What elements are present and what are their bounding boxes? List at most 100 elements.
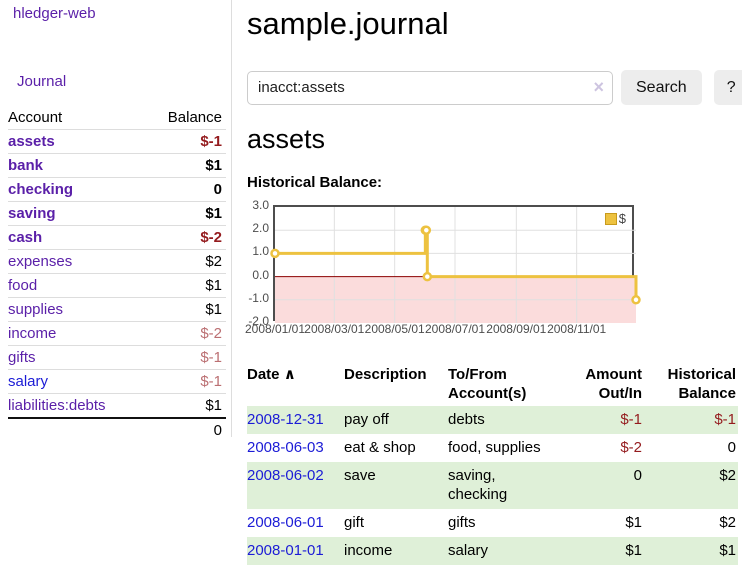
account-link[interactable]: income (8, 325, 57, 342)
journal-table: Date ∧ Description To/From Account(s) Am… (247, 363, 738, 565)
account-row: assets $-1 (8, 129, 226, 154)
transaction-amount: $-2 (620, 439, 642, 456)
brand-link[interactable]: hledger-web (13, 5, 96, 22)
account-balance: $-2 (144, 225, 226, 250)
sidebar: hledger-web Journal Account Balance asse… (0, 0, 232, 442)
account-link[interactable]: liabilities:debts (8, 397, 106, 414)
column-header-accounts: To/From Account(s) (448, 366, 527, 402)
column-header-description: Description (344, 366, 427, 383)
account-link[interactable]: gifts (8, 349, 36, 366)
chart-legend: $ (602, 210, 628, 227)
accounts-header-balance: Balance (167, 109, 222, 126)
account-balance: $2 (144, 249, 226, 274)
account-link[interactable]: supplies (8, 301, 64, 318)
account-link[interactable]: salary (8, 373, 49, 390)
column-header-date[interactable]: Date ∧ (247, 366, 296, 383)
legend-label: $ (618, 211, 626, 226)
main-content: sample.journal × Search ? assets Histori… (245, 0, 742, 565)
x-axis-tick-label: 2008/11/01 (547, 322, 607, 336)
transaction-date-link[interactable]: 2008-06-02 (247, 467, 324, 484)
search-form: × Search ? (247, 70, 742, 105)
page-title: sample.journal (247, 6, 449, 41)
transaction-description: eat & shop (344, 439, 416, 456)
chart-title: Historical Balance: (247, 174, 383, 191)
journal-row: 2008-06-03 eat & shop food, supplies $-2… (247, 434, 738, 462)
search-button[interactable]: Search (621, 70, 702, 105)
account-row: income $-2 (8, 321, 226, 346)
transaction-amount: $1 (625, 514, 642, 531)
account-balance: $-1 (144, 345, 226, 370)
x-axis-tick-label: 2008/09/01 (486, 322, 547, 336)
transaction-accounts: food, supplies (448, 439, 541, 456)
account-link[interactable]: saving (8, 205, 56, 222)
journal-row: 2008-01-01 income salary $1 $1 (247, 537, 738, 565)
y-axis-tick-label: 0.0 (252, 267, 269, 282)
transaction-description: save (344, 467, 376, 484)
accounts-header-row: Account Balance (8, 106, 226, 130)
sort-asc-icon: ∧ (283, 366, 296, 383)
accounts-table: Account Balance assets $-1 bank $1 check… (8, 106, 226, 442)
account-row: cash $-2 (8, 225, 226, 250)
transaction-date-link[interactable]: 2008-01-01 (247, 542, 324, 559)
y-axis-tick-label: 3.0 (252, 198, 269, 212)
x-axis-tick-label: 2008/07/01 (424, 322, 486, 336)
account-row: supplies $1 (8, 297, 226, 322)
transaction-description: gift (344, 514, 365, 531)
transaction-balance: $2 (719, 467, 736, 484)
account-balance: $1 (144, 273, 226, 298)
transaction-balance: $1 (719, 542, 736, 559)
account-balance: $1 (144, 297, 226, 322)
transaction-date-link[interactable]: 2008-06-03 (247, 439, 324, 456)
account-balance: $1 (144, 201, 226, 226)
transaction-balance: $-1 (714, 411, 736, 428)
help-button[interactable]: ? (713, 70, 742, 105)
account-link[interactable]: cash (8, 229, 43, 246)
column-header-balance: Historical Balance (667, 366, 736, 402)
account-link[interactable]: assets (8, 133, 55, 150)
transaction-description: income (344, 542, 393, 559)
transaction-amount: $-1 (620, 411, 642, 428)
sidebar-item-journal[interactable]: Journal (17, 73, 67, 90)
transaction-date-link[interactable]: 2008-06-01 (247, 514, 324, 531)
account-row: saving $1 (8, 201, 226, 226)
y-axis-tick-label: 1.0 (252, 244, 269, 259)
account-link[interactable]: expenses (8, 253, 73, 270)
journal-row: 2008-12-31 pay off debts $-1 $-1 (247, 406, 738, 434)
account-balance: $-1 (144, 129, 226, 154)
clear-search-icon[interactable]: × (593, 76, 604, 97)
transaction-date-link[interactable]: 2008-12-31 (247, 411, 324, 428)
account-row: checking 0 (8, 177, 226, 202)
journal-row: 2008-06-01 gift gifts $1 $2 (247, 509, 738, 537)
y-axis-tick-label: -2.0 (248, 314, 269, 328)
y-axis-tick-label: -1.0 (248, 290, 269, 305)
journal-header-row: Date ∧ Description To/From Account(s) Am… (247, 363, 738, 406)
x-axis-tick-label: 2008/03/01 (304, 322, 365, 336)
accounts-total-value: 0 (144, 417, 226, 442)
account-link[interactable]: bank (8, 157, 44, 174)
transaction-balance: 0 (727, 439, 736, 456)
account-row: salary $-1 (8, 369, 226, 394)
account-row: liabilities:debts $1 (8, 393, 226, 418)
x-axis-tick-label: 2008/05/01 (364, 322, 425, 336)
accounts-total-row: 0 (8, 417, 226, 442)
account-link[interactable]: food (8, 277, 38, 294)
transaction-accounts: salary (448, 542, 489, 559)
x-axis-tick-label: 2008/01/01 (244, 322, 306, 336)
transaction-accounts: saving, checking (448, 467, 508, 503)
account-row: gifts $-1 (8, 345, 226, 370)
column-header-amount: Amount Out/In (585, 366, 642, 402)
account-balance: 0 (144, 177, 226, 202)
account-balance: $1 (144, 393, 226, 418)
search-input[interactable] (247, 70, 613, 105)
account-page-title: assets (247, 124, 326, 154)
account-balance: $-1 (144, 369, 226, 394)
transaction-amount: 0 (633, 467, 642, 484)
transaction-balance: $2 (719, 514, 736, 531)
account-link[interactable]: checking (8, 181, 74, 198)
accounts-header-account: Account (8, 109, 63, 126)
transaction-accounts: gifts (448, 514, 476, 531)
account-balance: $-2 (144, 321, 226, 346)
journal-row: 2008-06-02 save saving, checking 0 $2 (247, 462, 738, 509)
transaction-description: pay off (344, 411, 389, 428)
transaction-amount: $1 (625, 542, 642, 559)
